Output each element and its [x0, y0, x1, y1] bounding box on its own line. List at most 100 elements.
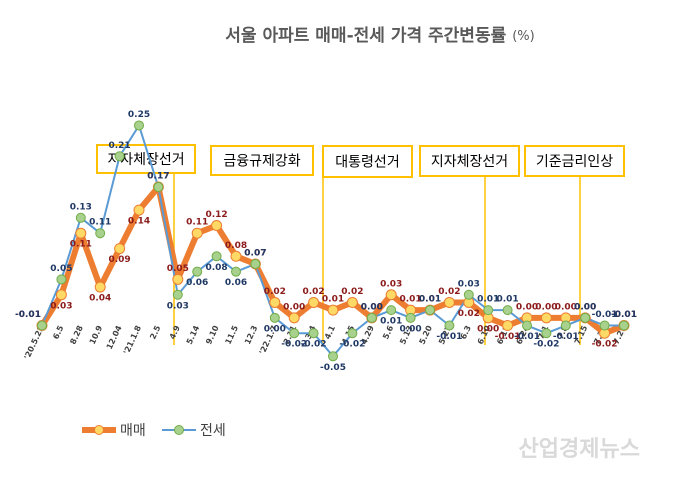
- value-label: 0.13: [70, 202, 92, 212]
- value-label: 0.17: [147, 172, 169, 182]
- value-label: -0.05: [320, 363, 346, 373]
- value-label: 0.02: [302, 287, 324, 297]
- chart-title: 서울 아파트 매매-전세 가격 주간변동률 (%): [225, 26, 534, 46]
- marker: [75, 212, 86, 223]
- value-label: -0.01: [611, 310, 637, 320]
- marker: [405, 312, 416, 323]
- value-label: 0.06: [186, 278, 208, 288]
- marker: [541, 328, 552, 339]
- value-label: 0.00: [283, 302, 305, 312]
- value-label: 0.08: [225, 241, 247, 251]
- marker: [191, 227, 203, 239]
- value-label: 0.01: [322, 295, 344, 305]
- annotation-text: 기준금리인상: [536, 154, 613, 170]
- value-label: 0.00: [361, 302, 383, 312]
- value-label: 0.01: [399, 295, 421, 305]
- annotation-box: [322, 145, 413, 178]
- marker: [386, 305, 397, 316]
- value-label: 0.07: [244, 248, 266, 258]
- annotation-text: 지자체장선거: [431, 154, 508, 170]
- value-label: 0.01: [380, 317, 402, 327]
- marker: [192, 266, 203, 277]
- x-tick-label: 12.3: [243, 324, 260, 346]
- marker: [425, 305, 435, 316]
- unit: (%): [512, 29, 535, 44]
- value-label: 0.03: [380, 279, 402, 289]
- marker: [463, 289, 474, 300]
- value-label: 0.06: [225, 278, 247, 288]
- x-tick-label: 4.9: [168, 324, 182, 341]
- marker: [540, 312, 552, 324]
- marker: [211, 251, 222, 262]
- marker: [346, 296, 358, 308]
- x-tick-label: 11.5: [224, 324, 241, 346]
- legend-marker: [94, 425, 104, 435]
- legend-label: 매매: [120, 423, 146, 439]
- marker: [231, 266, 241, 277]
- marker: [114, 151, 125, 162]
- value-label: 0.05: [50, 264, 72, 274]
- marker: [269, 296, 281, 308]
- x-tick-label: '21.1.8: [122, 324, 143, 356]
- value-label: 0.21: [108, 141, 130, 151]
- marker: [211, 220, 223, 231]
- marker: [560, 320, 571, 331]
- value-label: 0.08: [205, 263, 227, 273]
- watermark: 산업경제뉴스: [519, 437, 640, 462]
- legend-marker: [174, 425, 184, 435]
- value-label: -0.01: [611, 310, 637, 320]
- value-label: -0.01: [15, 310, 41, 320]
- marker: [153, 182, 164, 193]
- value-label: 0.02: [264, 287, 286, 297]
- value-label: -0.02: [533, 340, 559, 350]
- value-label: 0.00: [535, 302, 557, 312]
- value-label: -0.01: [15, 310, 41, 320]
- value-label: 0.17: [147, 172, 169, 182]
- marker: [250, 258, 261, 269]
- x-tick-label: 8.28: [68, 324, 85, 346]
- marker: [483, 305, 494, 316]
- marker: [522, 320, 532, 331]
- value-label: -0.02: [339, 340, 365, 350]
- value-label: 0.11: [89, 218, 111, 228]
- value-label: 0.12: [205, 210, 227, 220]
- marker: [327, 304, 339, 316]
- annotation-text: 지자체장선거: [107, 152, 184, 168]
- marker: [94, 281, 106, 293]
- annotation-box: [210, 145, 314, 176]
- marker: [56, 274, 67, 285]
- value-label: 0.11: [186, 218, 208, 228]
- x-tick-label: 6.5: [51, 324, 65, 341]
- value-label: 0.01: [477, 295, 499, 305]
- marker: [230, 250, 242, 262]
- value-label: 0.09: [108, 255, 130, 265]
- marker: [114, 243, 126, 255]
- marker: [347, 328, 358, 339]
- annotation-text: 금융규제강화: [223, 154, 300, 170]
- marker: [385, 289, 397, 301]
- x-tick-label: 2.5: [148, 324, 162, 341]
- marker: [599, 320, 610, 331]
- marker: [269, 312, 280, 323]
- marker: [366, 312, 377, 323]
- marker: [580, 312, 591, 323]
- marker: [289, 328, 300, 339]
- value-label: 0.25: [128, 110, 150, 120]
- value-label: 0.04: [89, 294, 111, 304]
- value-label: -0.01: [514, 332, 540, 342]
- legend-label: 전세: [200, 423, 226, 439]
- marker: [172, 273, 184, 285]
- value-label: 0.05: [167, 264, 189, 274]
- x-tick-label: 5.14: [185, 324, 202, 346]
- value-label: 0.01: [419, 295, 441, 305]
- x-tick-label: 4.1: [323, 324, 337, 341]
- annotation-box: [524, 145, 625, 177]
- marker: [37, 320, 47, 331]
- marker: [75, 227, 87, 239]
- annotation-box: [419, 145, 520, 177]
- x-tick-label: 12.04: [105, 324, 124, 351]
- value-label: -0.02: [281, 340, 307, 350]
- value-label: 0.03: [458, 279, 480, 289]
- value-label: 0.00: [361, 302, 383, 312]
